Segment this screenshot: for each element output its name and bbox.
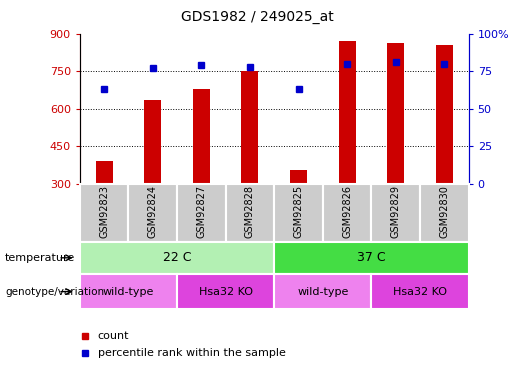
Text: GSM92823: GSM92823	[99, 185, 109, 238]
Text: Hsa32 KO: Hsa32 KO	[393, 286, 447, 297]
Text: GSM92824: GSM92824	[148, 185, 158, 238]
Text: GSM92825: GSM92825	[294, 185, 303, 238]
Text: temperature: temperature	[5, 253, 75, 263]
Bar	[242, 71, 259, 184]
Text: GDS1982 / 249025_at: GDS1982 / 249025_at	[181, 10, 334, 24]
Bar	[177, 274, 274, 309]
Bar	[420, 184, 469, 242]
Bar	[144, 100, 161, 184]
Bar	[436, 45, 453, 184]
Text: genotype/variation: genotype/variation	[5, 286, 104, 297]
Bar	[193, 89, 210, 184]
Bar	[339, 41, 356, 184]
Bar	[274, 184, 323, 242]
Bar	[128, 184, 177, 242]
Text: wild-type: wild-type	[102, 286, 154, 297]
Bar	[371, 184, 420, 242]
Bar	[80, 242, 274, 274]
Text: GSM92828: GSM92828	[245, 185, 255, 238]
Bar	[96, 161, 113, 184]
Bar	[80, 274, 177, 309]
Text: 22 C: 22 C	[163, 251, 191, 264]
Bar	[80, 184, 128, 242]
Bar	[226, 184, 274, 242]
Text: GSM92830: GSM92830	[439, 185, 450, 238]
Bar	[274, 274, 371, 309]
Bar	[177, 184, 226, 242]
Text: 37 C: 37 C	[357, 251, 386, 264]
Text: GSM92827: GSM92827	[196, 185, 207, 238]
Text: Hsa32 KO: Hsa32 KO	[199, 286, 253, 297]
Text: wild-type: wild-type	[297, 286, 349, 297]
Bar	[387, 42, 404, 184]
Bar	[323, 184, 371, 242]
Bar	[274, 242, 469, 274]
Text: percentile rank within the sample: percentile rank within the sample	[98, 348, 286, 357]
Text: count: count	[98, 331, 129, 340]
Bar	[290, 170, 307, 184]
Text: GSM92826: GSM92826	[342, 185, 352, 238]
Text: GSM92829: GSM92829	[391, 185, 401, 238]
Bar	[371, 274, 469, 309]
